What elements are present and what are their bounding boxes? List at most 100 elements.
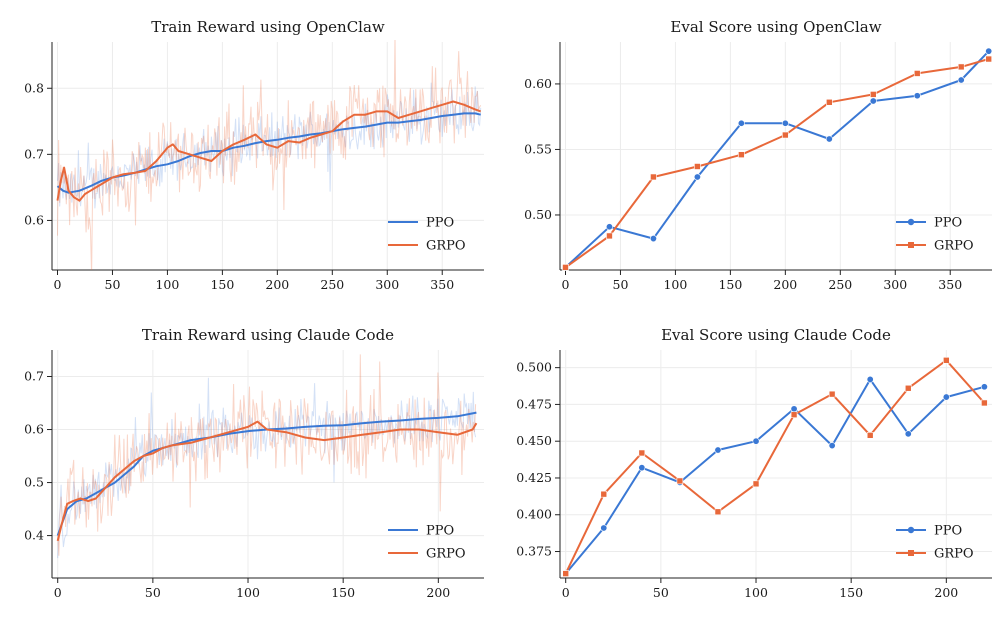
data-point-ppo <box>752 437 760 445</box>
data-point-grpo <box>869 91 877 98</box>
data-point-grpo <box>981 399 988 407</box>
data-point-ppo <box>600 524 608 532</box>
data-point-ppo <box>714 446 722 454</box>
y-tick-label: 0.475 <box>516 396 552 411</box>
x-tick-label: 100 <box>236 585 260 600</box>
data-point-grpo <box>694 163 701 170</box>
x-tick-label: 150 <box>718 277 742 292</box>
x-tick-label: 50 <box>145 585 161 600</box>
data-point-grpo <box>826 98 833 106</box>
data-point-ppo <box>869 97 877 105</box>
y-tick-label: 0.55 <box>524 141 552 156</box>
data-point-grpo <box>650 173 657 181</box>
legend-marker <box>908 550 914 556</box>
y-tick-label: 0.5 <box>24 475 44 490</box>
legend-marker <box>907 526 915 534</box>
series-line-grpo <box>564 58 989 269</box>
chart-title: Train Reward using Claude Code <box>142 326 394 344</box>
data-point-grpo <box>904 384 912 392</box>
data-point-grpo <box>913 70 921 77</box>
x-tick-label: 350 <box>430 277 454 292</box>
data-point-grpo <box>782 131 789 139</box>
x-tick-label: 0 <box>562 585 570 600</box>
x-tick-label: 0 <box>54 277 62 292</box>
y-tick-label: 0.425 <box>516 470 552 485</box>
x-tick-label: 200 <box>265 277 289 292</box>
data-point-ppo <box>781 119 789 127</box>
y-tick-label: 0.500 <box>516 360 552 375</box>
data-point-ppo <box>904 430 912 438</box>
chart-panel-4: Eval Score using Claude Code 0 50 100 150 200… <box>516 326 992 600</box>
data-point-ppo <box>790 405 798 413</box>
y-tick-label: 0.6 <box>24 422 44 437</box>
y-tick-label: 0.375 <box>516 544 552 559</box>
legend-label-ppo: PPO <box>426 216 454 231</box>
x-tick-label: 0 <box>54 585 62 600</box>
legend-label-grpo: GRPO <box>934 239 974 254</box>
series-line-grpo <box>56 420 478 542</box>
data-point-ppo <box>693 173 701 181</box>
data-point-grpo <box>738 151 745 158</box>
data-point-grpo <box>790 411 798 419</box>
chart-title: Eval Score using OpenClaw <box>670 18 881 36</box>
data-point-ppo <box>980 383 988 391</box>
data-point-ppo <box>825 135 833 143</box>
x-tick-label: 200 <box>773 277 797 292</box>
data-point-ppo <box>649 235 657 243</box>
raw-trace-grpo <box>57 354 477 556</box>
x-tick-label: 300 <box>375 277 399 292</box>
y-tick-label: 0.4 <box>24 528 44 543</box>
plot-area <box>56 354 478 559</box>
x-tick-label: 100 <box>155 277 179 292</box>
chart-title: Train Reward using OpenClaw <box>151 18 385 36</box>
raw-trace-grpo <box>57 40 482 270</box>
legend-label-grpo: GRPO <box>934 547 974 562</box>
y-tick-label: 0.450 <box>516 433 552 448</box>
series-line-grpo <box>564 359 986 575</box>
y-tick-label: 0.6 <box>24 212 44 227</box>
data-point-grpo <box>752 480 760 488</box>
series-line-ppo <box>564 378 985 575</box>
x-tick-label: 100 <box>744 585 768 600</box>
data-point-grpo <box>606 232 613 240</box>
data-point-grpo <box>562 264 569 271</box>
data-point-grpo <box>562 570 570 577</box>
x-tick-label: 300 <box>883 277 907 292</box>
data-point-grpo <box>943 356 950 364</box>
x-tick-label: 250 <box>320 277 344 292</box>
y-tick-label: 0.7 <box>24 146 44 161</box>
y-tick-label: 0.50 <box>524 207 552 222</box>
legend-marker <box>908 242 914 248</box>
data-point-grpo <box>957 63 965 71</box>
data-point-grpo <box>866 432 874 439</box>
x-tick-label: 200 <box>426 585 450 600</box>
y-tick-label: 0.400 <box>516 507 552 522</box>
chart-panel-3: Train Reward using Claude Code 0 50 100 150 2… <box>24 326 484 600</box>
y-tick-label: 0.60 <box>524 76 552 91</box>
plot-area <box>56 40 482 270</box>
x-tick-label: 150 <box>210 277 234 292</box>
data-point-ppo <box>942 393 950 401</box>
legend-label-ppo: PPO <box>426 524 454 539</box>
data-point-grpo <box>638 449 646 457</box>
legend-marker <box>907 218 915 226</box>
data-point-ppo <box>866 375 874 383</box>
x-tick-label: 350 <box>938 277 962 292</box>
x-tick-label: 50 <box>613 277 629 292</box>
x-tick-label: 150 <box>331 585 355 600</box>
data-point-grpo <box>714 508 722 516</box>
legend-label-grpo: GRPO <box>426 547 466 562</box>
data-point-ppo <box>985 47 993 55</box>
x-tick-label: 150 <box>839 585 863 600</box>
data-point-ppo <box>828 442 836 450</box>
data-point-grpo <box>600 490 608 498</box>
data-point-ppo <box>638 464 646 472</box>
x-tick-label: 0 <box>562 277 570 292</box>
y-tick-label: 0.8 <box>24 80 44 95</box>
x-tick-label: 250 <box>828 277 852 292</box>
x-tick-label: 50 <box>653 585 669 600</box>
data-point-grpo <box>828 390 836 398</box>
chart-panel-1: Train Reward using OpenClaw 0 50 100 150 200 2… <box>24 18 484 292</box>
x-tick-label: 100 <box>663 277 687 292</box>
x-tick-label: 200 <box>934 585 958 600</box>
